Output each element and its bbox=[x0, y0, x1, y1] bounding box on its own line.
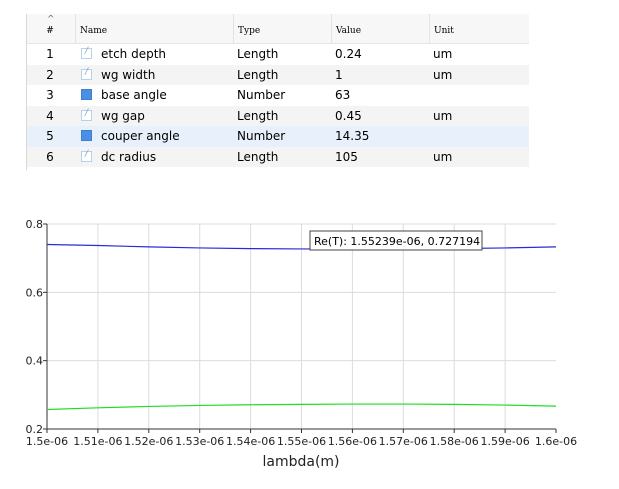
value-cell[interactable]: 105 bbox=[335, 149, 358, 164]
column-header-unit[interactable]: Unit bbox=[429, 14, 529, 43]
row-index[interactable]: 5 bbox=[46, 129, 54, 143]
type-cell[interactable]: Number bbox=[237, 88, 286, 102]
x-tick-label: 1.52e-06 bbox=[124, 435, 173, 448]
number-icon bbox=[81, 89, 92, 100]
chart-grid bbox=[47, 223, 556, 430]
tooltip-text: Re(T): 1.55239e-06, 0.727194 bbox=[314, 235, 480, 248]
y-tick-label: 0.4 bbox=[26, 355, 44, 368]
row-index[interactable]: 1 bbox=[46, 47, 54, 61]
y-tick-label: 0.2 bbox=[26, 423, 44, 436]
x-tick-label: 1.56e-06 bbox=[328, 435, 377, 448]
row-index[interactable]: 6 bbox=[46, 149, 54, 164]
unit-cell[interactable]: um bbox=[433, 47, 453, 61]
type-cell[interactable]: Number bbox=[237, 129, 286, 143]
value-tooltip: Re(T): 1.55239e-06, 0.727194 bbox=[309, 230, 483, 251]
name-cell[interactable]: base angle bbox=[101, 88, 167, 102]
y-tick-label: 0.8 bbox=[26, 218, 44, 231]
series-line-2[interactable] bbox=[46, 403, 557, 411]
type-cell[interactable]: Length bbox=[237, 149, 279, 164]
unit-cell[interactable]: um bbox=[433, 67, 453, 82]
chart-axes bbox=[43, 223, 557, 433]
table-row[interactable]: 1 etch depth Length 0.24 um bbox=[27, 44, 529, 65]
name-cell[interactable]: couper angle bbox=[101, 129, 180, 143]
type-cell[interactable]: Length bbox=[237, 108, 279, 123]
line-chart: 1.5e-06 1.51e-06 1.52e-06 1.53e-06 1.54e-06 1… bbox=[26, 218, 578, 470]
table-row[interactable]: 6 dc radius Length 105 um bbox=[27, 146, 529, 167]
column-header-value[interactable]: Value bbox=[331, 14, 429, 43]
name-cell[interactable]: etch depth bbox=[101, 47, 167, 61]
x-tick-label: 1.51e-06 bbox=[73, 435, 122, 448]
column-header-name[interactable]: Name bbox=[75, 14, 233, 43]
unit-cell[interactable]: um bbox=[433, 149, 453, 164]
x-tick-label: 1.6e-06 bbox=[535, 435, 577, 448]
chart-tick-labels: 1.5e-06 1.51e-06 1.52e-06 1.53e-06 1.54e-06 1… bbox=[26, 218, 578, 448]
x-tick-label: 1.54e-06 bbox=[226, 435, 275, 448]
length-icon bbox=[81, 108, 92, 121]
type-cell[interactable]: Length bbox=[237, 47, 279, 61]
length-icon bbox=[81, 149, 92, 162]
parameters-table: ^ # Name Type Value Unit 1 etch depth Leng… bbox=[26, 14, 529, 170]
number-icon bbox=[81, 130, 92, 141]
unit-cell[interactable]: um bbox=[433, 108, 453, 123]
row-index[interactable]: 4 bbox=[46, 108, 54, 123]
x-tick-label: 1.58e-06 bbox=[430, 435, 479, 448]
value-cell[interactable]: 14.35 bbox=[335, 129, 370, 143]
sort-caret-icon[interactable]: ^ bbox=[47, 15, 55, 25]
table-row[interactable]: 3 base angle Number 63 bbox=[27, 85, 529, 106]
table-row[interactable]: 2 wg width Length 1 um bbox=[27, 64, 529, 85]
table-header: ^ # Name Type Value Unit bbox=[27, 14, 529, 44]
table-row[interactable]: 4 wg gap Length 0.45 um bbox=[27, 105, 529, 126]
column-header-index[interactable]: # bbox=[46, 26, 54, 36]
value-cell[interactable]: 63 bbox=[335, 88, 351, 102]
x-tick-label: 1.55e-06 bbox=[277, 435, 326, 448]
name-cell[interactable]: wg gap bbox=[101, 108, 145, 123]
value-cell[interactable]: 0.24 bbox=[335, 47, 362, 61]
length-icon bbox=[81, 46, 92, 59]
x-axis-title: lambda(m) bbox=[262, 454, 339, 470]
table-row[interactable]: 5 couper angle Number 14.35 bbox=[27, 126, 529, 147]
length-icon bbox=[81, 67, 92, 80]
name-cell[interactable]: wg width bbox=[101, 67, 156, 82]
value-cell[interactable]: 0.45 bbox=[335, 108, 362, 123]
row-index[interactable]: 3 bbox=[46, 88, 54, 102]
x-tick-label: 1.5e-06 bbox=[26, 435, 68, 448]
y-tick-label: 0.6 bbox=[26, 286, 44, 299]
x-tick-label: 1.57e-06 bbox=[379, 435, 428, 448]
column-header-type[interactable]: Type bbox=[233, 14, 331, 43]
tooltip-box bbox=[309, 230, 483, 251]
name-cell[interactable]: dc radius bbox=[101, 149, 157, 164]
row-index[interactable]: 2 bbox=[46, 67, 54, 82]
x-tick-label: 1.59e-06 bbox=[480, 435, 529, 448]
value-cell[interactable]: 1 bbox=[335, 67, 343, 82]
type-cell[interactable]: Length bbox=[237, 67, 279, 82]
x-tick-label: 1.53e-06 bbox=[175, 435, 224, 448]
